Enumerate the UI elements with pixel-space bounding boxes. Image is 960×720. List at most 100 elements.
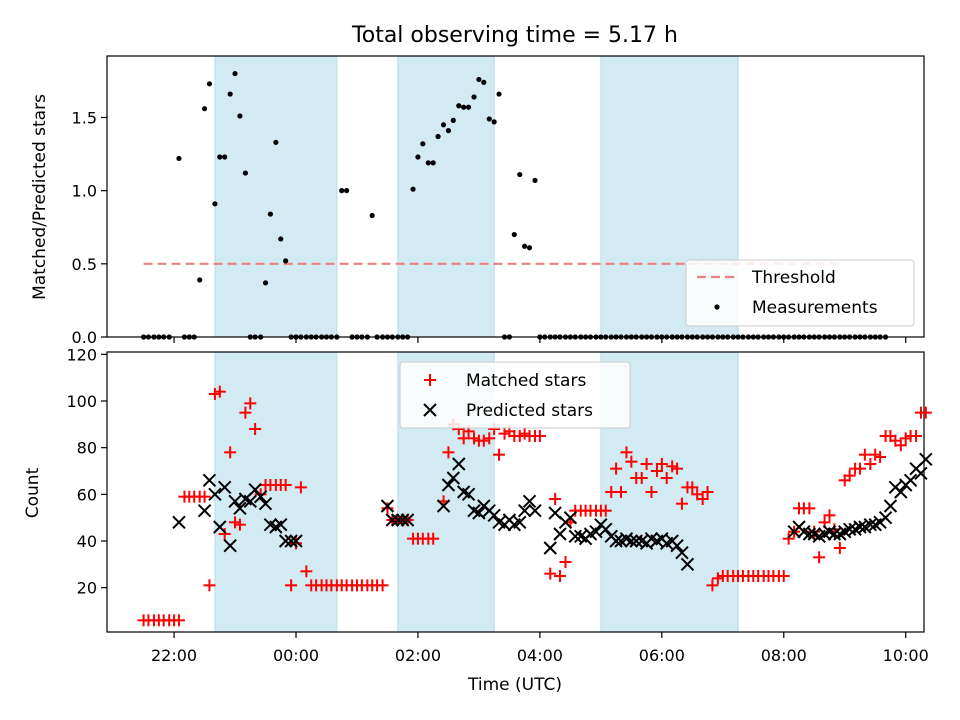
matched-star-point (477, 434, 490, 447)
matched-star-point (610, 462, 623, 475)
measurement-point (354, 334, 360, 340)
legend-measurements-swatch (714, 304, 720, 310)
x-tick-label: 22:00 (151, 646, 197, 665)
measurement-point (618, 334, 624, 340)
measurement-point (786, 334, 792, 340)
matched-star-point (239, 406, 252, 419)
predicted-star-point (284, 534, 298, 548)
predicted-star-point (380, 499, 395, 513)
measurement-point (623, 334, 630, 340)
measurement-point (669, 334, 675, 340)
measurement-point (547, 334, 553, 340)
legend-predicted-label: Predicted stars (466, 401, 593, 421)
y-tick-label: 0.5 (72, 255, 97, 274)
measurement-point (842, 334, 848, 340)
predicted-star-point (599, 522, 613, 537)
measurement-point (740, 334, 746, 340)
measurement-point (425, 160, 431, 166)
measurement-point (278, 236, 284, 242)
measurement-point (486, 116, 492, 122)
measurement-point (496, 91, 502, 97)
measurement-point (628, 334, 634, 340)
measurement-point (725, 334, 731, 340)
matched-star-point (300, 565, 313, 578)
matched-star-point (853, 462, 866, 475)
measurement-point (852, 334, 858, 340)
measurement-point (567, 334, 573, 340)
predicted-star-point (436, 499, 451, 513)
matched-star-point (919, 406, 932, 419)
matched-star-point (635, 472, 648, 484)
legend-threshold-label: Threshold (751, 268, 836, 288)
measurement-point (481, 79, 487, 85)
measurement-point (633, 334, 639, 340)
measurement-point (323, 334, 330, 340)
matched-star-point (675, 497, 688, 510)
y-tick-label: 60 (77, 485, 97, 504)
matched-star-point (198, 490, 211, 503)
predicted-star-point (863, 517, 878, 532)
measurement-point (222, 154, 228, 160)
measurement-point (262, 280, 269, 286)
measurement-point (415, 154, 421, 160)
x-axis-label: Time (UTC) (467, 675, 562, 695)
measurement-point (395, 334, 401, 340)
measurement-point (837, 334, 843, 340)
measurement-point (258, 334, 264, 340)
predicted-star-point (680, 557, 695, 572)
measurement-point (273, 139, 279, 145)
measurement-point (201, 106, 208, 112)
matched-star-point (874, 451, 887, 463)
measurement-point (643, 334, 650, 340)
predicted-star-point (568, 529, 582, 544)
predicted-star-point (624, 534, 639, 548)
matched-star-point (686, 481, 699, 494)
predicted-star-point (903, 473, 918, 488)
measurement-point (501, 334, 508, 340)
measurement-point (659, 334, 665, 340)
measurement-point (816, 334, 822, 340)
x-tick-label: 06:00 (639, 646, 685, 665)
matched-star-point (244, 397, 257, 410)
predicted-star-point (228, 494, 242, 509)
matched-star-point (233, 518, 246, 531)
matched-star-point (294, 481, 307, 494)
y-tick-label: 80 (77, 439, 97, 458)
matched-star-point (833, 542, 846, 554)
predicted-star-point (553, 527, 567, 541)
measurement-point (776, 334, 782, 340)
predicted-star-point (543, 541, 557, 555)
matched-star-point (249, 423, 262, 435)
measurement-point (176, 155, 182, 162)
matched-star-point (864, 458, 877, 470)
measurement-point (303, 334, 309, 340)
matched-star-point (172, 614, 185, 627)
predicted-star-point (675, 545, 689, 560)
predicted-star-point (395, 513, 410, 527)
predicted-star-point (258, 496, 273, 511)
measurement-point (872, 334, 878, 340)
measurement-point (709, 334, 716, 340)
measurement-point (730, 334, 736, 340)
top-legend: Threshold Measurements (685, 259, 915, 327)
bottom-axes: 20 40 60 80 100 120 22:00 00:00 02:00 04:00 06:00 0… (66, 345, 928, 665)
measurement-point (522, 243, 528, 249)
legend-measurements-label: Measurements (752, 298, 878, 318)
measurement-point (461, 104, 467, 110)
predicted-star-point (563, 510, 578, 525)
measurement-point (506, 334, 513, 340)
measurement-point (465, 104, 472, 110)
predicted-star-point (208, 487, 222, 502)
measurement-point (648, 334, 655, 340)
matched-star-point (645, 486, 658, 498)
matched-star-point (279, 479, 292, 491)
matched-star-point (599, 504, 612, 517)
predicted-star-point (670, 538, 684, 553)
predicted-star-point (446, 471, 461, 485)
measurement-point (410, 186, 416, 192)
measurement-point (379, 334, 386, 340)
measurement-point (140, 334, 147, 340)
measurement-point (308, 334, 314, 340)
y-tick-label: 0.0 (72, 328, 97, 347)
measurement-point (227, 91, 233, 97)
